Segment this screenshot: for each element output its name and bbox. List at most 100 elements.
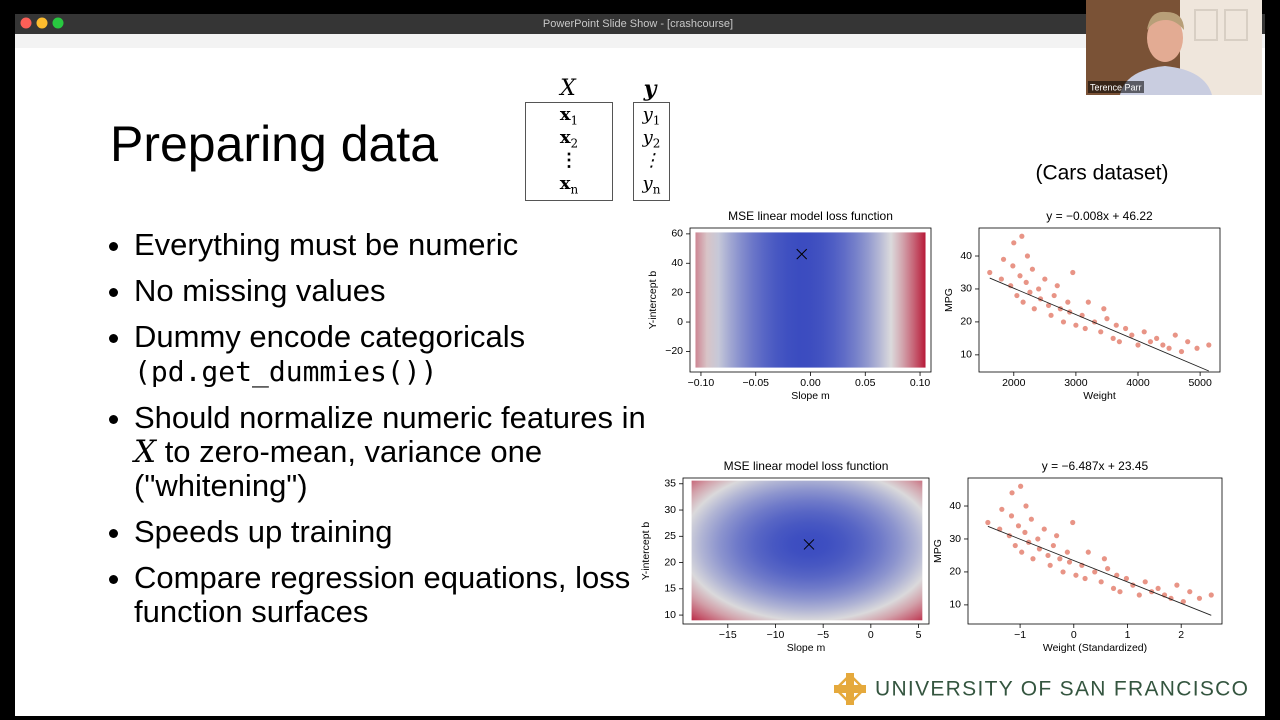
chart-title: MSE linear model loss function [724, 459, 889, 473]
x-axis-label: Weight (Standardized) [1043, 642, 1147, 654]
bullet-text: Speeds up training [134, 515, 646, 549]
matrix-subscript: 2 [652, 136, 661, 151]
scatter-point [1185, 339, 1191, 345]
scatter-point [1047, 562, 1053, 568]
bullet-part: Dummy encode categoricals [134, 319, 526, 354]
chart-title: MSE linear model loss function [728, 209, 893, 223]
scatter-point [1142, 579, 1148, 585]
matrix-symbol: y [642, 173, 653, 194]
bullet-part: to zero-mean, variance one ("whitening") [134, 434, 543, 503]
x-tick-label: 0.10 [910, 377, 931, 389]
scatter-point [1180, 598, 1186, 605]
scatter-point [1051, 292, 1057, 299]
scatter-point [987, 269, 993, 276]
bullet: Speeds up training [134, 515, 664, 549]
scatter-point [1042, 276, 1048, 282]
scatter-point [1066, 559, 1073, 565]
minimum-marker [796, 248, 808, 260]
scatter-point [1024, 253, 1031, 259]
scatter-point [1045, 302, 1052, 309]
scatter-point [1018, 483, 1024, 489]
scatter-point [1054, 283, 1060, 289]
scatter-point [1085, 549, 1091, 555]
y-tick-label: 0 [677, 316, 683, 328]
scatter-point [1014, 292, 1020, 299]
scatter-point [1036, 286, 1042, 292]
matrix-y-header: y [643, 76, 657, 102]
scatter-point [1060, 569, 1066, 575]
scatter-point [1098, 579, 1104, 585]
x-axis-label: Slope m [791, 390, 830, 402]
scatter-point [998, 276, 1004, 282]
scatter-point [1022, 529, 1028, 535]
y-tick-label: 20 [671, 286, 683, 298]
chart-title: y = −0.008x + 46.22 [1046, 209, 1153, 223]
scatter-point [1123, 575, 1130, 582]
x-tick-label: 1 [1125, 629, 1131, 641]
matrix-symbol: x [559, 173, 571, 194]
regression-line [987, 525, 1212, 616]
scatter-point [1054, 533, 1060, 539]
y-axis-label: Y-intercept b [647, 271, 659, 330]
axes-frame [978, 227, 1221, 373]
scatter-point [1070, 269, 1076, 276]
scatter-point [1104, 316, 1110, 322]
bullet-text: Everything must be numeric [134, 228, 646, 262]
scatter-point [1160, 342, 1166, 348]
scatter-point [1011, 240, 1017, 246]
matrix-x: x1 x2 ⋮ xn [525, 102, 613, 201]
scatter-point [1065, 299, 1071, 305]
scatter-point [1070, 519, 1076, 526]
y-tick-label: 60 [671, 228, 683, 240]
matrix-symbol: ⋮ [642, 150, 661, 171]
usf-emblem [834, 673, 866, 705]
scatter-point [1117, 589, 1123, 595]
scatter-point [1136, 592, 1142, 598]
scatter-point [1101, 556, 1107, 562]
y-axis-label: MPG [932, 539, 944, 563]
regression-line [989, 277, 1209, 372]
slide-title: Preparing data [110, 116, 438, 172]
scatter-point [1028, 516, 1034, 522]
scatter-point [1208, 592, 1214, 598]
scatter-point [1048, 312, 1054, 318]
scatter-point [1045, 552, 1051, 559]
y-tick-label: 30 [949, 533, 961, 545]
scatter-point [1122, 325, 1129, 332]
x-tick-label: 0.00 [800, 377, 821, 389]
matrix-symbol: x [559, 127, 571, 148]
minimize-button[interactable] [36, 17, 48, 29]
x-tick-label: 5 [916, 629, 922, 641]
y-tick-label: 30 [664, 504, 676, 516]
scatter-point [1113, 322, 1119, 328]
scatter-point [1023, 503, 1029, 509]
scatter-point [1172, 332, 1178, 338]
matrix-symbol: x [559, 104, 571, 125]
matrix-subscript: 2 [570, 136, 579, 151]
x-tick-label: −0.10 [688, 377, 715, 389]
matrix-row: xn [526, 172, 612, 197]
x-tick-label: 2 [1178, 629, 1184, 641]
close-button[interactable] [20, 17, 32, 29]
y-tick-label: 40 [949, 500, 961, 512]
bullet-part: Everything must be numeric [134, 227, 519, 262]
zoom-button[interactable] [52, 17, 64, 29]
matrix-subscript: n [652, 182, 661, 197]
scatter-point [1050, 542, 1056, 549]
scatter-point [1082, 325, 1088, 332]
matrix-symbol: ⋮ [560, 150, 578, 171]
bullet: No missing values [134, 274, 664, 308]
axes-frame [682, 477, 930, 625]
matrix-y: y1 y2 ⋮ yn [633, 102, 670, 201]
x-tick-label: 0 [1071, 629, 1077, 641]
scatter-point [1110, 335, 1116, 341]
scatter-point [1029, 266, 1036, 272]
chart-title: y = −6.487x + 23.45 [1042, 459, 1149, 473]
matrix-symbol: y [642, 127, 653, 148]
chart: 2000 3000 4000 5000 10 20 30 40 y = −0.008x + 46… [943, 209, 1221, 402]
y-tick-label: 10 [949, 599, 961, 611]
webcam-name: Terence Parr [1090, 82, 1142, 92]
scatter-point [1141, 329, 1147, 335]
scatter-point [1194, 345, 1200, 351]
